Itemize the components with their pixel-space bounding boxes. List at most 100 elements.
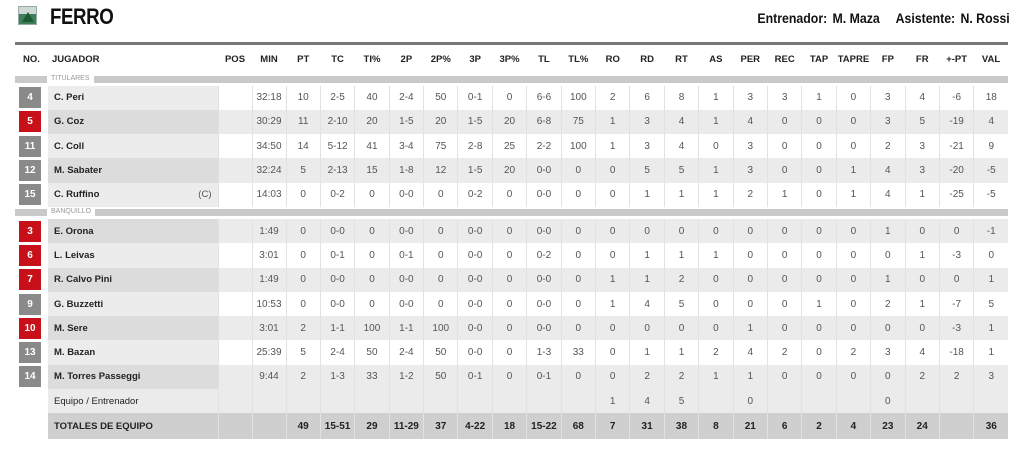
stat-cell-fp: 0 — [870, 364, 906, 390]
player-name[interactable]: M. Bazan — [54, 347, 96, 359]
stat-cell-as: 1 — [698, 182, 734, 207]
stat-cell-per: 1 — [732, 364, 768, 390]
column-header--pt[interactable]: +-PT — [939, 42, 974, 74]
column-header-ro[interactable]: RO — [595, 42, 630, 74]
player-row[interactable]: 9 G. Buzzetti 10:53 0 0-0 0 0-0 0 0-0 0 0-0 0 1 4 5 0 0 0… — [15, 291, 1009, 317]
column-header-tapre[interactable]: TAPRE — [836, 42, 871, 74]
column-header-fp[interactable]: FP — [870, 42, 906, 74]
team-row-stat: 0 — [870, 389, 906, 414]
player-name[interactable]: E. Orona — [54, 225, 94, 237]
stat-cell-tl-: 75 — [560, 109, 596, 135]
stat-cell-rec: 0 — [766, 218, 802, 244]
stat-cell-rt: 0 — [663, 218, 699, 244]
column-header-2p[interactable]: 2P% — [423, 42, 458, 74]
totals-row-stat — [251, 413, 286, 440]
assistant-name: N. Rossi — [960, 10, 1010, 26]
player-name[interactable]: G. Buzzetti — [54, 298, 104, 310]
column-header-pos[interactable]: POS — [218, 42, 252, 74]
stat-cell-fp: 2 — [870, 291, 906, 317]
stat-cell-ti-: 0 — [354, 243, 390, 268]
column-header-tap[interactable]: TAP — [801, 42, 837, 74]
stat-cell-2p-: 0 — [423, 182, 458, 207]
stat-cell-min: 32:18 — [251, 85, 286, 110]
player-row[interactable]: 11 C. Coll 34:50 14 5-12 41 3-4 75 2-8 25 2-2 100 1 3… — [15, 134, 1009, 159]
player-row[interactable]: 14 M. Torres Passeggi 9:44 2 1-3 33 1-2 50 0-1 0 0… — [15, 364, 1009, 390]
stat-cell-as: 0 — [698, 134, 734, 159]
player-row[interactable]: 12 M. Sabater 32:24 5 2-13 15 1-8 12 1-5 20 0-0 0 0 5… — [15, 158, 1009, 183]
jersey-number: 5 — [19, 111, 41, 133]
stat-cell-per: 0 — [732, 267, 768, 292]
stat-cell-pt: 5 — [285, 158, 321, 183]
stat-cell-2p: 1-5 — [388, 109, 424, 135]
column-header-rec[interactable]: REC — [767, 42, 802, 74]
stat-cell-rec: 0 — [766, 267, 802, 292]
stat-cell-tap: 1 — [801, 85, 837, 110]
stat-cell-fp: 0 — [870, 243, 906, 268]
jersey-number: 12 — [19, 160, 41, 182]
column-header-tl[interactable]: TL — [526, 42, 562, 74]
stat-cell-min: 34:50 — [251, 134, 286, 159]
stat-cell-val: 1 — [973, 340, 1009, 365]
stat-cell-per: 1 — [732, 316, 768, 341]
column-header-3p[interactable]: 3P — [457, 42, 493, 74]
stat-cell-tl: 0-0 — [526, 158, 562, 183]
column-header-val[interactable]: VAL — [973, 42, 1009, 74]
player-name[interactable]: M. Sere — [54, 322, 88, 334]
player-name[interactable]: C. Ruffino — [54, 189, 100, 201]
column-header-no[interactable]: NO. — [15, 42, 48, 74]
captain-tag: (C) — [198, 188, 212, 200]
stat-cell-as: 1 — [698, 243, 734, 268]
column-header-rd[interactable]: RD — [629, 42, 665, 74]
stat-cell-fr: 4 — [904, 340, 940, 365]
column-header-per[interactable]: PER — [733, 42, 768, 74]
player-row[interactable]: 13 M. Bazan 25:39 5 2-4 50 2-4 50 0-0 0 1-3 33 0 1 1 2 4… — [15, 340, 1009, 365]
team-row: Equipo / Entrenador 1 4 5 0 0 — [15, 389, 1009, 414]
stat-cell-tl: 0-1 — [526, 364, 562, 390]
column-header-min[interactable]: MIN — [252, 42, 286, 74]
column-header-as[interactable]: AS — [698, 42, 734, 74]
totals-row-stat: 21 — [732, 413, 768, 440]
player-row[interactable]: 6 L. Leivas 3:01 0 0-1 0 0-1 0 0-0 0 0-2 0 0 1 1 1 0 0 0 0 0… — [15, 243, 1009, 268]
player-name[interactable]: C. Peri — [54, 92, 85, 104]
player-row[interactable]: 7 R. Calvo Pini 1:49 0 0-0 0 0-0 0 0-0 0 0-0 0 1 1 2 0 0… — [15, 267, 1009, 292]
column-header-tl[interactable]: TL% — [561, 42, 596, 74]
team-row-stat — [835, 389, 871, 414]
jersey-number: 4 — [19, 87, 41, 109]
column-header-fr[interactable]: FR — [905, 42, 940, 74]
player-row[interactable]: 3 E. Orona 1:49 0 0-0 0 0-0 0 0-0 0 0-0 0 0 0 0 0 0 0 0 0 1 0… — [15, 218, 1009, 244]
pos-cell — [217, 134, 252, 159]
column-header-2p[interactable]: 2P — [389, 42, 424, 74]
player-name[interactable]: L. Leivas — [54, 249, 95, 261]
team-row-stat — [285, 389, 321, 414]
column-header-tc[interactable]: TC — [320, 42, 355, 74]
team-row-stat — [973, 389, 1009, 414]
stat-cell-val: 1 — [973, 267, 1009, 292]
player-name[interactable]: R. Calvo Pini — [54, 274, 113, 286]
stat-cell-tl: 6-8 — [526, 109, 562, 135]
stat-cell-per: 0 — [732, 291, 768, 317]
player-name[interactable]: M. Torres Passeggi — [54, 371, 141, 383]
stat-cell-per: 0 — [732, 218, 768, 244]
stat-cell-3p: 0-1 — [457, 85, 493, 110]
stat-cell-as: 0 — [698, 218, 734, 244]
totals-row-stat: 4-22 — [457, 413, 493, 440]
stat-cell-tapre: 0 — [835, 316, 871, 341]
team-row-stat: 0 — [732, 389, 768, 414]
stat-cell-rt: 4 — [663, 109, 699, 135]
player-name[interactable]: C. Coll — [54, 140, 85, 152]
stat-cell-pt: 0 — [285, 291, 321, 317]
column-header-ti[interactable]: TI% — [354, 42, 390, 74]
player-name[interactable]: G. Coz — [54, 116, 85, 128]
stat-cell-tapre: 0 — [835, 243, 871, 268]
column-header-rt[interactable]: RT — [664, 42, 699, 74]
player-name[interactable]: M. Sabater — [54, 165, 103, 177]
column-header-3p[interactable]: 3P% — [492, 42, 527, 74]
player-row[interactable]: 4 C. Peri 32:18 10 2-5 40 2-4 50 0-1 0 6-6 100 2 6 8 1 3… — [15, 85, 1009, 110]
player-row[interactable]: 10 M. Sere 3:01 2 1-1 100 1-1 100 0-0 0 0-0 0 0 0 0 0 1 0… — [15, 316, 1009, 341]
column-header-jugador[interactable]: JUGADOR — [48, 42, 218, 74]
column-header-pt[interactable]: PT — [286, 42, 321, 74]
stat-cell-2p-: 0 — [423, 291, 458, 317]
player-row[interactable]: 15 C. Ruffino (C) 14:03 0 0-2 0 0-0 0 0-2 0 0-0 0 0 1 1… — [15, 182, 1009, 207]
jersey-number: 11 — [19, 135, 41, 157]
player-row[interactable]: 5 G. Coz 30:29 11 2-10 20 1-5 20 1-5 20 6-8 75 1 3 4 1 4… — [15, 109, 1009, 135]
